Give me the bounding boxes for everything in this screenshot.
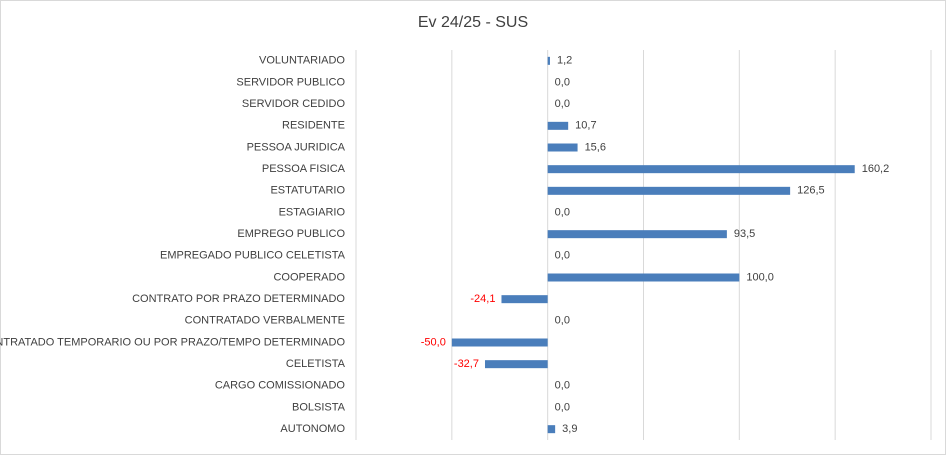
data-label: 0,0 bbox=[555, 401, 570, 413]
bar bbox=[547, 121, 569, 130]
data-label: 93,5 bbox=[734, 228, 755, 240]
y-tick-label: CARGO COMISSIONADO bbox=[215, 380, 346, 392]
bar bbox=[547, 56, 550, 65]
y-tick-label: RESIDENTE bbox=[282, 120, 345, 132]
y-tick-label: EMPREGO PUBLICO bbox=[237, 228, 345, 240]
y-tick-label: COOPERADO bbox=[273, 271, 345, 283]
y-tick-label: SERVIDOR PUBLICO bbox=[236, 76, 345, 88]
y-tick-label: AUTONOMO bbox=[280, 423, 345, 435]
bar bbox=[547, 273, 740, 282]
y-tick-label: SERVIDOR CEDIDO bbox=[242, 98, 346, 110]
y-tick-label: CONTRATADO VERBALMENTE bbox=[185, 315, 345, 327]
data-label: 0,0 bbox=[555, 380, 570, 392]
data-label: 0,0 bbox=[555, 76, 570, 88]
y-tick-label: CONTRATADO TEMPORARIO OU POR PRAZO/TEMPO… bbox=[0, 336, 345, 348]
bar bbox=[547, 230, 727, 239]
data-label: 100,0 bbox=[746, 271, 774, 283]
bar bbox=[547, 143, 578, 152]
y-tick-label: ESTAGIARIO bbox=[279, 206, 346, 218]
data-label: 126,5 bbox=[797, 185, 825, 197]
bar bbox=[547, 186, 791, 195]
data-label: 10,7 bbox=[575, 120, 596, 132]
data-label: -32,7 bbox=[454, 358, 479, 370]
data-label: 0,0 bbox=[555, 98, 570, 110]
chart-title: Ev 24/25 - SUS bbox=[418, 14, 528, 31]
data-label: -50,0 bbox=[421, 336, 446, 348]
y-tick-label: BOLSISTA bbox=[292, 401, 346, 413]
y-tick-label: CONTRATO POR PRAZO DETERMINADO bbox=[132, 293, 345, 305]
y-tick-label: PESSOA FISICA bbox=[262, 163, 346, 175]
bar bbox=[501, 295, 548, 304]
data-label: 0,0 bbox=[555, 206, 570, 218]
data-label: -24,1 bbox=[470, 293, 495, 305]
y-tick-label: VOLUNTARIADO bbox=[259, 55, 345, 67]
bar bbox=[451, 338, 548, 347]
data-label: 3,9 bbox=[562, 423, 577, 435]
y-tick-label: PESSOA JURIDICA bbox=[247, 141, 346, 153]
bar bbox=[547, 425, 556, 434]
bar bbox=[547, 165, 855, 174]
y-tick-label: EMPREGADO PUBLICO CELETISTA bbox=[160, 250, 346, 262]
data-label: 0,0 bbox=[555, 315, 570, 327]
data-label: 160,2 bbox=[862, 163, 890, 175]
data-label: 15,6 bbox=[585, 141, 606, 153]
y-tick-label: ESTATUTARIO bbox=[270, 185, 345, 197]
data-label: 0,0 bbox=[555, 250, 570, 262]
data-label: 1,2 bbox=[557, 55, 572, 67]
y-tick-label: CELETISTA bbox=[286, 358, 346, 370]
bar bbox=[484, 360, 548, 369]
